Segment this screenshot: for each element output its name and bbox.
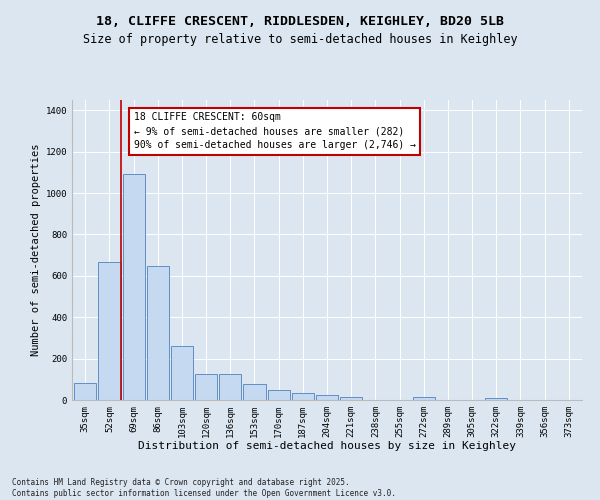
Y-axis label: Number of semi-detached properties: Number of semi-detached properties xyxy=(31,144,41,356)
Bar xyxy=(244,384,266,400)
Bar xyxy=(74,383,97,400)
Bar xyxy=(171,346,193,400)
Text: 18 CLIFFE CRESCENT: 60sqm
← 9% of semi-detached houses are smaller (282)
90% of : 18 CLIFFE CRESCENT: 60sqm ← 9% of semi-d… xyxy=(134,112,416,150)
Bar xyxy=(413,397,435,400)
Bar xyxy=(316,396,338,400)
Bar xyxy=(219,374,241,400)
Text: Size of property relative to semi-detached houses in Keighley: Size of property relative to semi-detach… xyxy=(83,32,517,46)
Bar xyxy=(98,262,121,400)
Bar xyxy=(122,174,145,400)
Bar xyxy=(146,266,169,400)
Bar xyxy=(268,390,290,400)
Bar xyxy=(340,397,362,400)
X-axis label: Distribution of semi-detached houses by size in Keighley: Distribution of semi-detached houses by … xyxy=(138,442,516,452)
Bar xyxy=(292,393,314,400)
Bar xyxy=(485,398,508,400)
Text: Contains HM Land Registry data © Crown copyright and database right 2025.
Contai: Contains HM Land Registry data © Crown c… xyxy=(12,478,396,498)
Bar xyxy=(195,374,217,400)
Text: 18, CLIFFE CRESCENT, RIDDLESDEN, KEIGHLEY, BD20 5LB: 18, CLIFFE CRESCENT, RIDDLESDEN, KEIGHLE… xyxy=(96,15,504,28)
